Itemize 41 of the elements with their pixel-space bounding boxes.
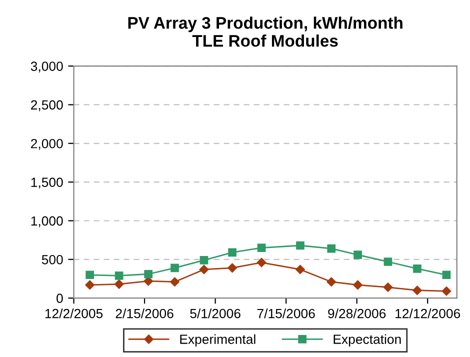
chart-title: PV Array 3 Production, kWh/month TLE Roof Modules <box>128 16 402 47</box>
x-tick-label: 9/28/2006 <box>328 308 386 318</box>
point <box>86 270 94 280</box>
point <box>170 277 180 286</box>
point <box>144 270 152 278</box>
point <box>442 270 451 280</box>
point <box>114 280 124 289</box>
point <box>442 286 452 296</box>
x-tick-label: 12/2/2005 <box>45 308 103 318</box>
y-tick-label: 2,500 <box>31 100 63 112</box>
x-tick-label: 7/15/2006 <box>257 308 315 318</box>
x-tick-label: 5/1/2006 <box>190 308 240 318</box>
y-tick-label: 500 <box>42 254 63 264</box>
point <box>256 258 266 268</box>
legend-label: Expectation <box>334 334 401 347</box>
point <box>354 250 362 259</box>
x-tick-label: 2/15/2006 <box>116 308 174 318</box>
y-tick-label: 1,000 <box>31 216 63 228</box>
point <box>228 248 236 257</box>
point <box>296 241 304 250</box>
point <box>384 258 392 266</box>
point <box>199 264 209 274</box>
legend-label: Experimental <box>180 334 256 347</box>
point <box>85 280 94 290</box>
point <box>170 264 179 272</box>
point <box>412 286 422 295</box>
point <box>383 282 393 292</box>
y-tick-label: 1,500 <box>31 178 63 189</box>
point <box>413 264 422 273</box>
y-tick-label: 2,000 <box>31 138 63 150</box>
point <box>296 264 305 274</box>
point <box>228 263 237 273</box>
y-tick-label: 3,000 <box>30 62 63 73</box>
y-tick-label: 0 <box>56 294 63 304</box>
x-tick-label: 12/12/2006 <box>396 308 460 318</box>
point <box>257 244 266 252</box>
point <box>114 271 124 280</box>
point <box>200 256 208 264</box>
point <box>353 280 362 290</box>
point <box>327 244 336 253</box>
point <box>326 277 336 286</box>
